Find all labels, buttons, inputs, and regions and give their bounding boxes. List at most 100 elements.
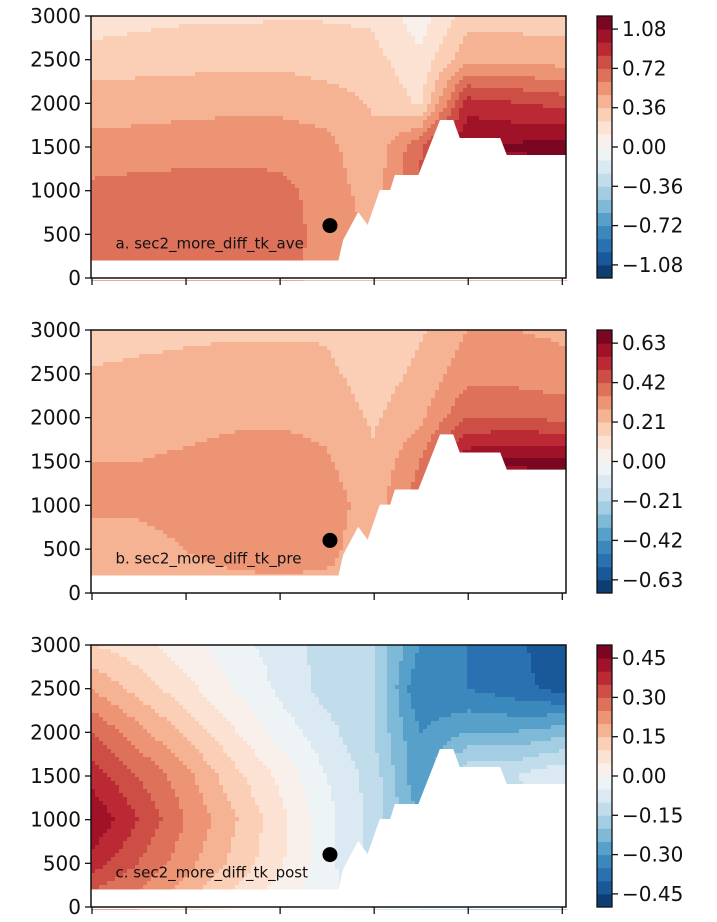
contour-cell <box>163 28 168 33</box>
contour-cell <box>519 44 524 49</box>
contour-cell <box>335 160 340 165</box>
contour-cell <box>351 172 356 177</box>
contour-cell <box>127 164 132 169</box>
contour-cell <box>383 132 388 137</box>
contour-cell <box>355 156 360 161</box>
contour-cell <box>459 80 464 85</box>
contour-cell <box>259 144 264 149</box>
contour-cell <box>539 36 544 41</box>
contour-cell <box>275 36 280 41</box>
contour-cell <box>271 96 276 101</box>
contour-cell <box>359 112 364 117</box>
contour-cell <box>191 140 196 145</box>
contour-cell <box>439 56 444 61</box>
contour-cell <box>359 172 364 177</box>
contour-cell <box>191 48 196 53</box>
contour-cell <box>107 180 112 185</box>
contour-cell <box>231 180 236 185</box>
contour-cell <box>431 52 436 57</box>
contour-cell <box>131 176 136 181</box>
contour-cell <box>479 80 484 85</box>
contour-cell <box>475 40 480 45</box>
contour-cell <box>207 64 212 69</box>
contour-cell <box>183 164 188 169</box>
contour-cell <box>347 108 352 113</box>
contour-cell <box>411 152 416 157</box>
contour-cell <box>551 20 556 25</box>
contour-cell <box>299 36 304 41</box>
contour-cell <box>383 64 388 69</box>
contour-cell <box>475 124 480 129</box>
contour-cell <box>531 148 536 153</box>
contour-cell <box>415 64 420 69</box>
contour-cell <box>275 176 280 181</box>
contour-cell <box>155 80 160 85</box>
contour-cell <box>339 52 344 57</box>
contour-cell <box>131 128 136 133</box>
contour-cell <box>375 52 380 57</box>
contour-cell <box>303 96 308 101</box>
contour-cell <box>523 72 528 77</box>
contour-cell <box>107 92 112 97</box>
contour-cell <box>351 56 356 61</box>
contour-cell <box>547 24 552 29</box>
contour-cell <box>423 120 428 125</box>
contour-cell <box>467 56 472 61</box>
contour-cell <box>131 164 136 169</box>
contour-cell <box>439 72 444 77</box>
contour-cell <box>495 32 500 37</box>
contour-cell <box>407 24 412 29</box>
contour-cell <box>187 168 192 173</box>
contour-cell <box>491 120 496 125</box>
contour-cell <box>391 112 396 117</box>
contour-cell <box>335 88 340 93</box>
contour-cell <box>543 36 548 41</box>
contour-cell <box>199 84 204 89</box>
contour-cell <box>491 92 496 97</box>
contour-cell <box>307 176 312 181</box>
contour-cell <box>343 96 348 101</box>
contour-cell <box>507 48 512 53</box>
contour-cell <box>227 132 232 137</box>
contour-cell <box>115 20 120 25</box>
contour-cell <box>179 140 184 145</box>
contour-cell <box>267 132 272 137</box>
contour-cell <box>403 104 408 109</box>
contour-cell <box>419 40 424 45</box>
contour-cell <box>243 160 248 165</box>
contour-cell <box>295 96 300 101</box>
contour-cell <box>515 80 520 85</box>
contour-cell <box>391 44 396 49</box>
contour-cell <box>463 56 468 61</box>
contour-cell <box>171 156 176 161</box>
contour-cell <box>399 68 404 73</box>
contour-cell <box>551 136 556 141</box>
contour-cell <box>459 92 464 97</box>
contour-cell <box>291 108 296 113</box>
contour-cell <box>271 152 276 157</box>
contour-cell <box>347 100 352 105</box>
contour-cell <box>399 96 404 101</box>
contour-cell <box>551 148 556 153</box>
contour-cell <box>235 48 240 53</box>
contour-cell <box>383 136 388 141</box>
contour-cell <box>123 140 128 145</box>
contour-cell <box>175 44 180 49</box>
contour-cell <box>151 44 156 49</box>
contour-cell <box>167 108 172 113</box>
contour-cell <box>495 24 500 29</box>
contour-cell <box>543 20 548 25</box>
contour-cell <box>183 28 188 33</box>
contour-cell <box>439 108 444 113</box>
contour-cell <box>203 124 208 129</box>
contour-cell <box>363 100 368 105</box>
contour-cell <box>175 176 180 181</box>
contour-cell <box>255 88 260 93</box>
contour-cell <box>319 160 324 165</box>
contour-cell <box>387 64 392 69</box>
contour-cell <box>391 80 396 85</box>
contour-cell <box>559 120 564 125</box>
contour-cell <box>539 120 544 125</box>
contour-cell <box>419 64 424 69</box>
contour-cell <box>423 48 428 53</box>
